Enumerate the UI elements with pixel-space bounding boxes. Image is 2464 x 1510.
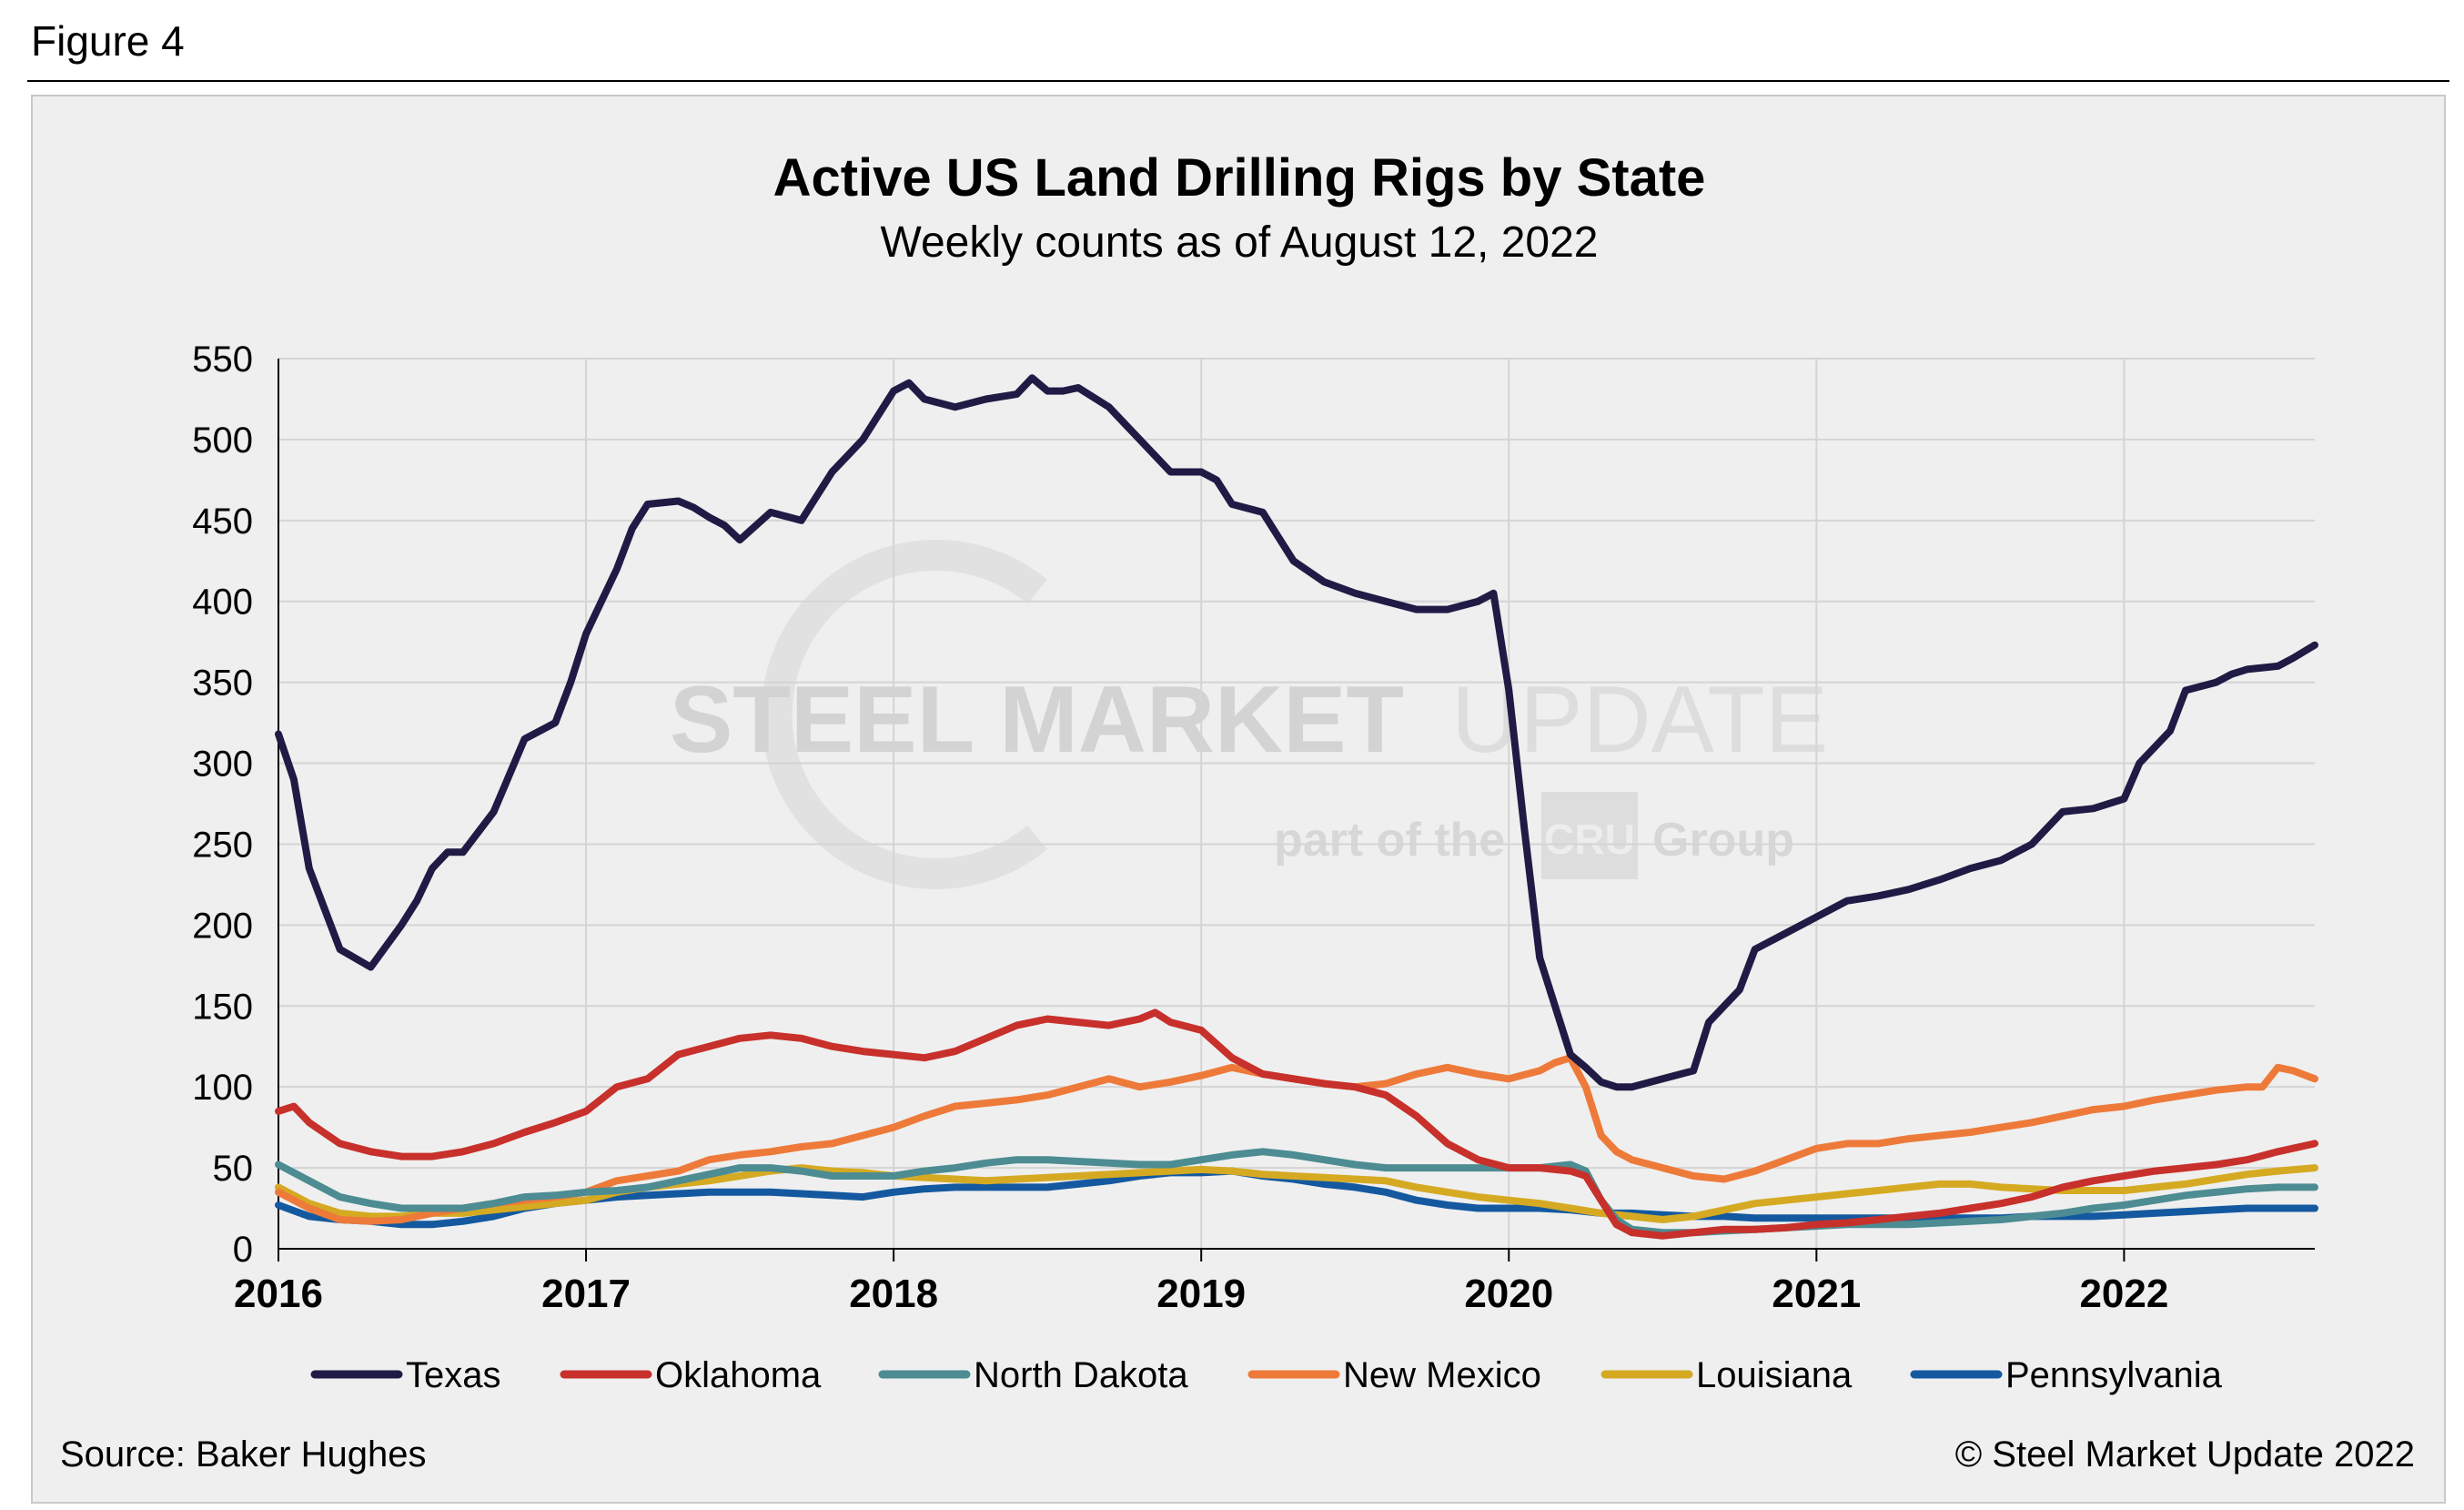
y-tick-label: 200 xyxy=(192,906,253,946)
legend-label-new-mexico: New Mexico xyxy=(1343,1355,1541,1395)
series-line-new-mexico xyxy=(275,1054,2318,1225)
legend-label-oklahoma: Oklahoma xyxy=(655,1355,822,1395)
y-tick-label: 250 xyxy=(192,825,253,865)
watermark-cru-logo: CRU xyxy=(1544,816,1635,863)
watermark: STEEL MARKET UPDATE part of the CRU Grou… xyxy=(670,540,1828,889)
x-tick-label: 2020 xyxy=(1464,1272,1553,1316)
x-tick-label: 2018 xyxy=(849,1272,938,1316)
x-tick-label: 2021 xyxy=(1772,1272,1861,1316)
y-tick-label: 50 xyxy=(213,1149,254,1189)
watermark-group: Group xyxy=(1652,814,1794,866)
x-tick-label: 2022 xyxy=(2079,1272,2168,1316)
watermark-steel-market: STEEL MARKET xyxy=(670,667,1404,773)
chart-title: Active US Land Drilling Rigs by State xyxy=(773,148,1706,208)
legend-label-texas: Texas xyxy=(406,1355,501,1395)
legend-label-pennsylvania: Pennsylvania xyxy=(2005,1355,2223,1395)
source-note: Source: Baker Hughes xyxy=(60,1434,427,1475)
y-tick-label: 150 xyxy=(192,987,253,1027)
legend-label-north-dakota: North Dakota xyxy=(974,1355,1188,1395)
y-tick-label: 550 xyxy=(192,339,253,380)
axes: 0 50 100 150 200 250 300 350 400 450 500 550 2016 201… xyxy=(192,339,2315,1316)
y-tick-label: 0 xyxy=(233,1230,253,1270)
y-tick-label: 300 xyxy=(192,745,253,785)
legend: Texas Oklahoma North Dakota New Mexico Louis… xyxy=(310,1355,2223,1395)
y-tick-label: 500 xyxy=(192,421,253,461)
figure-divider xyxy=(27,80,2449,82)
watermark-logo-arc xyxy=(761,540,1047,889)
x-tick-label: 2019 xyxy=(1156,1272,1246,1316)
watermark-part-of-the: part of the xyxy=(1274,814,1505,866)
legend-label-louisiana: Louisiana xyxy=(1696,1355,1853,1395)
y-tick-label: 400 xyxy=(192,583,253,623)
series-line-texas xyxy=(275,374,2318,1091)
watermark-cru-box xyxy=(1541,792,1638,879)
series-line-oklahoma xyxy=(275,1008,2318,1240)
chart-subtitle: Weekly counts as of August 12, 2022 xyxy=(881,218,1599,267)
series-line-north-dakota xyxy=(275,1148,2318,1237)
y-tick-label: 350 xyxy=(192,664,253,704)
copyright-note: © Steel Market Update 2022 xyxy=(1954,1434,2415,1475)
x-tick-label: 2016 xyxy=(234,1272,323,1316)
y-tick-label: 100 xyxy=(192,1068,253,1108)
figure-label: Figure 4 xyxy=(31,17,185,65)
x-tick-label: 2017 xyxy=(541,1272,631,1316)
chart-panel xyxy=(31,95,2446,1504)
gridlines xyxy=(278,358,2315,1249)
y-tick-label: 450 xyxy=(192,502,253,542)
series-lines xyxy=(275,374,2318,1240)
